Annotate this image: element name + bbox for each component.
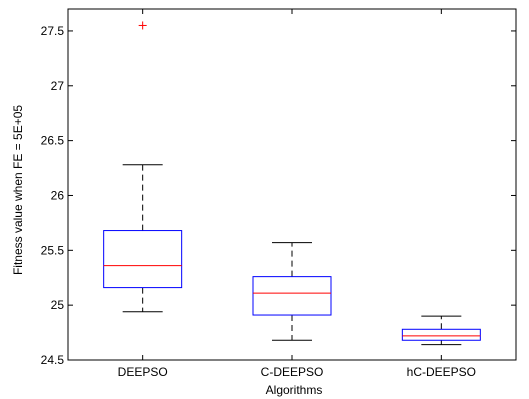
y-tick-label: 25.5 [41, 243, 65, 257]
y-axis-label: Fitness value when FE = 5E+05 [11, 105, 25, 275]
x-tick-label: DEEPSO [118, 365, 168, 379]
x-tick-label: C-DEEPSO [261, 365, 324, 379]
y-tick-label: 25 [51, 298, 65, 312]
y-tick-label: 24.5 [41, 353, 65, 367]
plot-frame [67, 8, 517, 361]
outlier-marker [138, 21, 147, 30]
box-deepso [103, 21, 183, 313]
y-axis: 24.5 25 25.5 26 26.5 27 27.5 [41, 24, 516, 367]
box-hc-deepso [401, 315, 481, 346]
box-series [103, 21, 481, 346]
x-axis: DEEPSO C-DEEPSO hC-DEEPSO [118, 9, 476, 379]
y-tick-label: 26.5 [41, 134, 65, 148]
box-iqr [252, 276, 332, 316]
x-tick-label: hC-DEEPSO [407, 365, 476, 379]
box-iqr [401, 328, 481, 341]
y-tick-label: 27.5 [41, 24, 65, 38]
x-axis-label: Algorithms [266, 383, 323, 397]
box-c-deepso [252, 242, 332, 341]
box-iqr [103, 230, 183, 289]
plot-area [67, 8, 517, 361]
y-tick-label: 27 [51, 79, 65, 93]
y-tick-label: 26 [51, 188, 65, 202]
